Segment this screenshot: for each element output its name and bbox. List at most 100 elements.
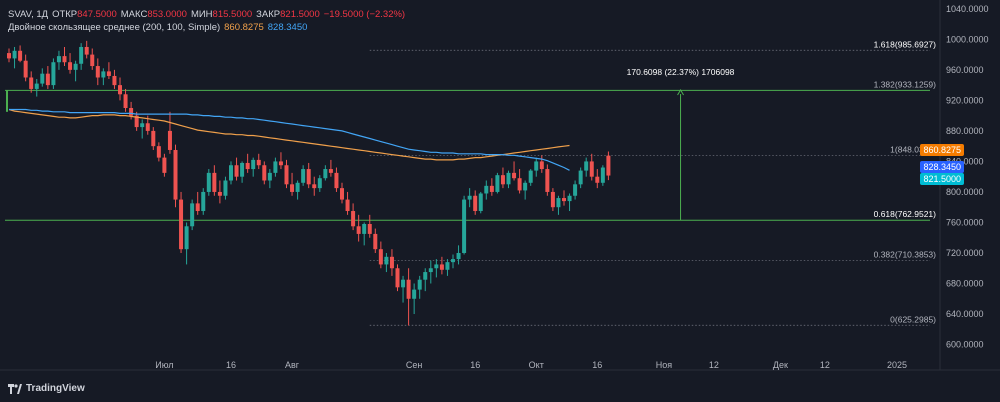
candle-body[interactable]: [123, 94, 128, 109]
candle-body[interactable]: [423, 272, 428, 280]
candle-body[interactable]: [395, 268, 400, 288]
candle-body[interactable]: [401, 279, 406, 288]
candle-body[interactable]: [428, 268, 433, 273]
candle-body[interactable]: [301, 169, 306, 183]
candle-body[interactable]: [500, 175, 505, 185]
candle-body[interactable]: [56, 56, 61, 63]
candle-body[interactable]: [45, 73, 50, 86]
candle-body[interactable]: [589, 161, 594, 177]
candle-body[interactable]: [173, 149, 178, 200]
candle-body[interactable]: [539, 161, 544, 170]
candle-body[interactable]: [467, 195, 472, 200]
candle-body[interactable]: [506, 172, 511, 185]
candle-body[interactable]: [118, 85, 122, 95]
candle-body[interactable]: [73, 63, 78, 70]
candle-body[interactable]: [229, 165, 233, 181]
candle-body[interactable]: [417, 279, 422, 290]
candle-body[interactable]: [351, 211, 356, 227]
candle-body[interactable]: [367, 223, 372, 234]
candle-body[interactable]: [40, 73, 45, 84]
candle-body[interactable]: [112, 75, 117, 86]
candle-body[interactable]: [595, 176, 600, 183]
candle-body[interactable]: [434, 264, 439, 269]
tradingview-logo[interactable]: TradingView: [8, 383, 85, 394]
candle-body[interactable]: [489, 185, 494, 192]
candle-body[interactable]: [167, 130, 172, 150]
candle-body[interactable]: [567, 195, 572, 202]
candle-body[interactable]: [162, 157, 167, 173]
candle-body[interactable]: [234, 165, 239, 177]
candle-body[interactable]: [312, 184, 317, 189]
candle-body[interactable]: [406, 279, 411, 299]
candle-body[interactable]: [317, 178, 322, 189]
legend-symbol[interactable]: SVAV, 1Д: [8, 9, 49, 20]
candle-body[interactable]: [190, 203, 195, 227]
candle-body[interactable]: [68, 62, 73, 70]
candle-body[interactable]: [562, 198, 566, 202]
candle-body[interactable]: [184, 226, 189, 250]
candle-body[interactable]: [373, 233, 378, 250]
candle-body[interactable]: [12, 50, 17, 59]
legend-indicator-row[interactable]: Двойное скользящее среднее (200, 100, Si…: [8, 21, 405, 34]
candle-body[interactable]: [306, 169, 311, 185]
candle-body[interactable]: [356, 226, 361, 234]
candle-body[interactable]: [51, 62, 56, 86]
candle-body[interactable]: [478, 193, 483, 212]
candle-body[interactable]: [517, 178, 522, 191]
candle-body[interactable]: [151, 130, 156, 147]
candle-body[interactable]: [439, 264, 444, 270]
candle-body[interactable]: [600, 167, 605, 183]
candle-body[interactable]: [323, 169, 328, 179]
candle-body[interactable]: [206, 172, 211, 192]
candle-body[interactable]: [34, 83, 39, 89]
candle-body[interactable]: [262, 165, 267, 181]
candle-body[interactable]: [578, 170, 583, 185]
candle-body[interactable]: [217, 191, 222, 196]
candle-body[interactable]: [29, 77, 34, 89]
candle-body[interactable]: [267, 172, 272, 181]
candle-body[interactable]: [528, 170, 533, 183]
candle-body[interactable]: [90, 54, 95, 67]
candle-body[interactable]: [212, 172, 217, 192]
candle-body[interactable]: [328, 169, 333, 173]
candle-body[interactable]: [606, 155, 611, 176]
candle-body[interactable]: [384, 256, 389, 265]
candle-body[interactable]: [512, 172, 517, 179]
candle-body[interactable]: [179, 199, 184, 250]
candle-body[interactable]: [62, 56, 67, 63]
candle-body[interactable]: [245, 162, 250, 170]
candle-body[interactable]: [273, 161, 278, 173]
candle-body[interactable]: [223, 180, 228, 196]
candle-body[interactable]: [251, 159, 256, 170]
candle-body[interactable]: [284, 165, 289, 185]
candle-body[interactable]: [584, 161, 589, 171]
candle-body[interactable]: [456, 252, 461, 260]
candle-body[interactable]: [573, 184, 578, 196]
candle-body[interactable]: [534, 161, 539, 171]
candle-body[interactable]: [195, 203, 200, 212]
candle-body[interactable]: [79, 46, 84, 64]
candle-body[interactable]: [473, 195, 478, 212]
candle-body[interactable]: [134, 115, 139, 128]
candle-body[interactable]: [101, 71, 106, 78]
candle-body[interactable]: [84, 46, 89, 55]
candle-body[interactable]: [345, 199, 350, 212]
candle-body[interactable]: [290, 184, 295, 192]
candle-body[interactable]: [340, 188, 344, 200]
candle-body[interactable]: [495, 175, 500, 192]
candle-body[interactable]: [256, 159, 261, 166]
candle-body[interactable]: [18, 50, 23, 61]
candle-body[interactable]: [140, 123, 145, 128]
candle-body[interactable]: [95, 66, 100, 78]
candle-body[interactable]: [445, 262, 450, 270]
candle-body[interactable]: [106, 71, 111, 76]
candle-body[interactable]: [129, 108, 134, 116]
candle-body[interactable]: [556, 198, 561, 208]
candle-body[interactable]: [295, 182, 300, 192]
candle-body[interactable]: [484, 185, 489, 194]
candle-body[interactable]: [545, 169, 550, 192]
candle-body[interactable]: [550, 191, 555, 208]
candle-body[interactable]: [7, 53, 11, 59]
candle-body[interactable]: [451, 259, 455, 263]
